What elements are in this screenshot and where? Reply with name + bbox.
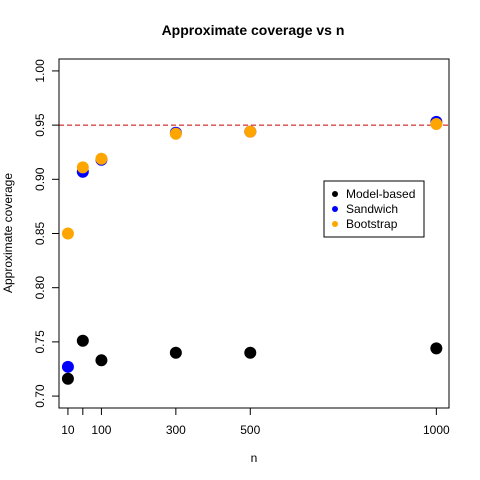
data-point (244, 346, 257, 359)
data-point (430, 342, 443, 355)
data-points (61, 115, 443, 385)
x-axis: 10 100 300 500 1000 (61, 407, 450, 437)
legend-label: Bootstrap (346, 217, 398, 231)
y-tick-label: 0.85 (33, 221, 47, 245)
data-point (169, 127, 182, 140)
data-point (61, 227, 74, 240)
x-tick-label: 100 (91, 423, 111, 437)
data-point (61, 372, 74, 385)
x-tick-label: 500 (240, 423, 260, 437)
series-bootstrap (61, 118, 443, 240)
data-point (169, 346, 182, 359)
legend-marker (332, 221, 338, 227)
data-point (95, 354, 108, 367)
legend-box (323, 180, 425, 238)
legend-label: Model-based (346, 187, 415, 201)
data-point (95, 152, 108, 165)
y-axis-label: Approximate coverage (1, 173, 15, 293)
x-tick-label: 1000 (423, 423, 450, 437)
data-point (244, 125, 257, 138)
data-point (430, 118, 443, 131)
x-tick-label: 300 (166, 423, 186, 437)
legend-marker (332, 206, 338, 212)
y-axis: 0.70 0.75 0.80 0.85 0.90 0.95 1.00 (33, 59, 60, 408)
y-tick-label: 0.70 (33, 384, 47, 408)
data-point (76, 161, 89, 174)
series-sandwich (61, 115, 443, 373)
series-model-based (61, 334, 443, 385)
y-tick-label: 0.75 (33, 330, 47, 354)
y-tick-label: 0.95 (33, 113, 47, 137)
legend-label: Sandwich (346, 202, 398, 216)
x-axis-label: n (251, 451, 258, 465)
y-tick-label: 1.00 (33, 59, 47, 83)
y-tick-label: 0.90 (33, 167, 47, 191)
y-tick-label: 0.80 (33, 276, 47, 300)
chart-title: Approximate coverage vs n (162, 22, 345, 38)
x-tick-label: 10 (61, 423, 75, 437)
data-point (76, 334, 89, 347)
legend-marker (332, 191, 338, 197)
data-point (61, 360, 74, 373)
